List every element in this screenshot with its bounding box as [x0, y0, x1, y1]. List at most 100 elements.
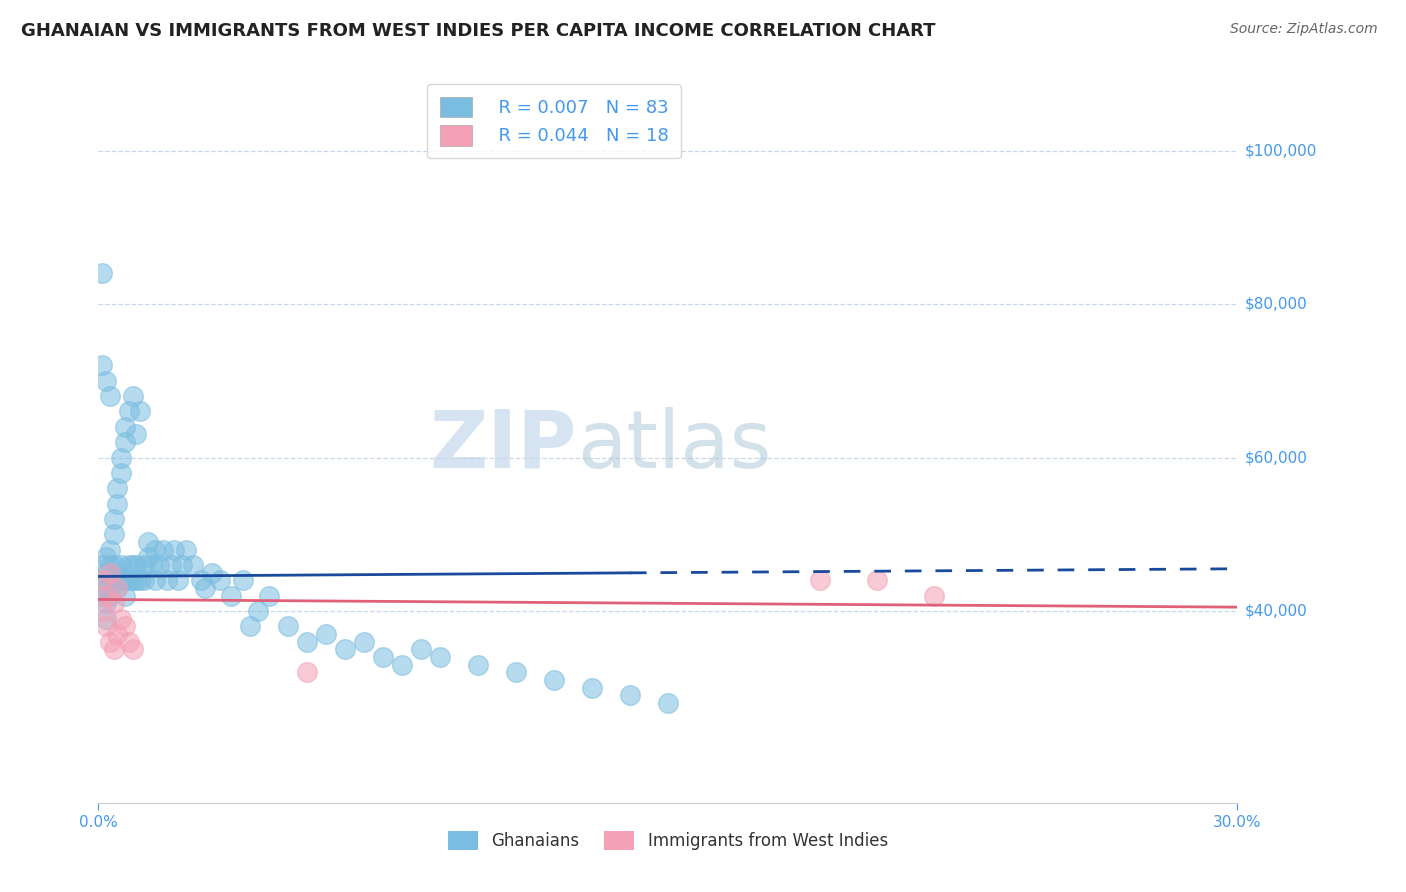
Point	[183, 558, 205, 572]
Point	[467, 657, 489, 672]
Point	[208, 574, 231, 588]
Point	[148, 558, 170, 572]
Point	[297, 665, 319, 680]
Point	[121, 574, 143, 588]
Point	[167, 574, 190, 588]
Point	[114, 435, 136, 450]
Point	[103, 527, 125, 541]
Point	[98, 634, 121, 648]
Point	[391, 657, 413, 672]
Point	[121, 558, 143, 572]
Point	[129, 404, 152, 418]
Point	[91, 266, 114, 280]
Point	[239, 619, 262, 633]
Point	[125, 558, 148, 572]
Point	[103, 558, 125, 572]
Point	[121, 642, 143, 657]
Point	[107, 481, 129, 495]
Point	[91, 589, 114, 603]
Point	[657, 696, 679, 710]
Point	[91, 574, 114, 588]
Point	[371, 650, 394, 665]
Point	[118, 574, 141, 588]
Point	[103, 596, 125, 610]
Point	[277, 619, 299, 633]
Point	[152, 542, 174, 557]
Point	[110, 612, 132, 626]
Point	[98, 542, 121, 557]
Point	[114, 574, 136, 588]
Point	[163, 542, 186, 557]
Point	[114, 589, 136, 603]
Point	[94, 566, 117, 580]
Point	[98, 389, 121, 403]
Point	[132, 574, 155, 588]
Point	[866, 574, 889, 588]
Text: Source: ZipAtlas.com: Source: ZipAtlas.com	[1230, 22, 1378, 37]
Legend: Ghanaians, Immigrants from West Indies: Ghanaians, Immigrants from West Indies	[440, 822, 896, 859]
Point	[98, 574, 121, 588]
Point	[107, 581, 129, 595]
Point	[94, 550, 117, 565]
Point	[159, 558, 181, 572]
Point	[543, 673, 565, 687]
Point	[103, 512, 125, 526]
Text: $80,000: $80,000	[1244, 296, 1308, 311]
Point	[94, 374, 117, 388]
Point	[121, 389, 143, 403]
Point	[201, 566, 224, 580]
Point	[505, 665, 527, 680]
Text: $100,000: $100,000	[1244, 143, 1317, 158]
Point	[174, 542, 197, 557]
Point	[110, 450, 132, 465]
Point	[922, 589, 945, 603]
Point	[808, 574, 831, 588]
Point	[297, 634, 319, 648]
Point	[132, 558, 155, 572]
Point	[118, 404, 141, 418]
Point	[141, 558, 163, 572]
Point	[91, 574, 114, 588]
Point	[125, 574, 148, 588]
Point	[110, 558, 132, 572]
Point	[353, 634, 375, 648]
Point	[125, 427, 148, 442]
Point	[145, 542, 167, 557]
Point	[94, 589, 117, 603]
Point	[107, 581, 129, 595]
Y-axis label: Per Capita Income: Per Capita Income	[0, 376, 7, 516]
Text: atlas: atlas	[576, 407, 770, 485]
Point	[335, 642, 357, 657]
Point	[136, 550, 159, 565]
Point	[110, 466, 132, 480]
Point	[114, 419, 136, 434]
Point	[118, 558, 141, 572]
Point	[259, 589, 281, 603]
Point	[107, 627, 129, 641]
Point	[94, 596, 117, 610]
Point	[98, 589, 121, 603]
Text: ZIP: ZIP	[429, 407, 576, 485]
Point	[221, 589, 243, 603]
Point	[91, 604, 114, 618]
Point	[429, 650, 451, 665]
Point	[156, 574, 179, 588]
Point	[619, 689, 641, 703]
Point	[114, 619, 136, 633]
Point	[194, 581, 217, 595]
Point	[129, 574, 152, 588]
Point	[170, 558, 193, 572]
Point	[581, 681, 603, 695]
Point	[232, 574, 254, 588]
Point	[94, 581, 117, 595]
Point	[103, 642, 125, 657]
Point	[246, 604, 269, 618]
Text: $40,000: $40,000	[1244, 604, 1308, 618]
Point	[136, 535, 159, 549]
Point	[107, 497, 129, 511]
Point	[98, 566, 121, 580]
Point	[91, 359, 114, 373]
Point	[190, 574, 212, 588]
Text: $60,000: $60,000	[1244, 450, 1308, 465]
Point	[103, 574, 125, 588]
